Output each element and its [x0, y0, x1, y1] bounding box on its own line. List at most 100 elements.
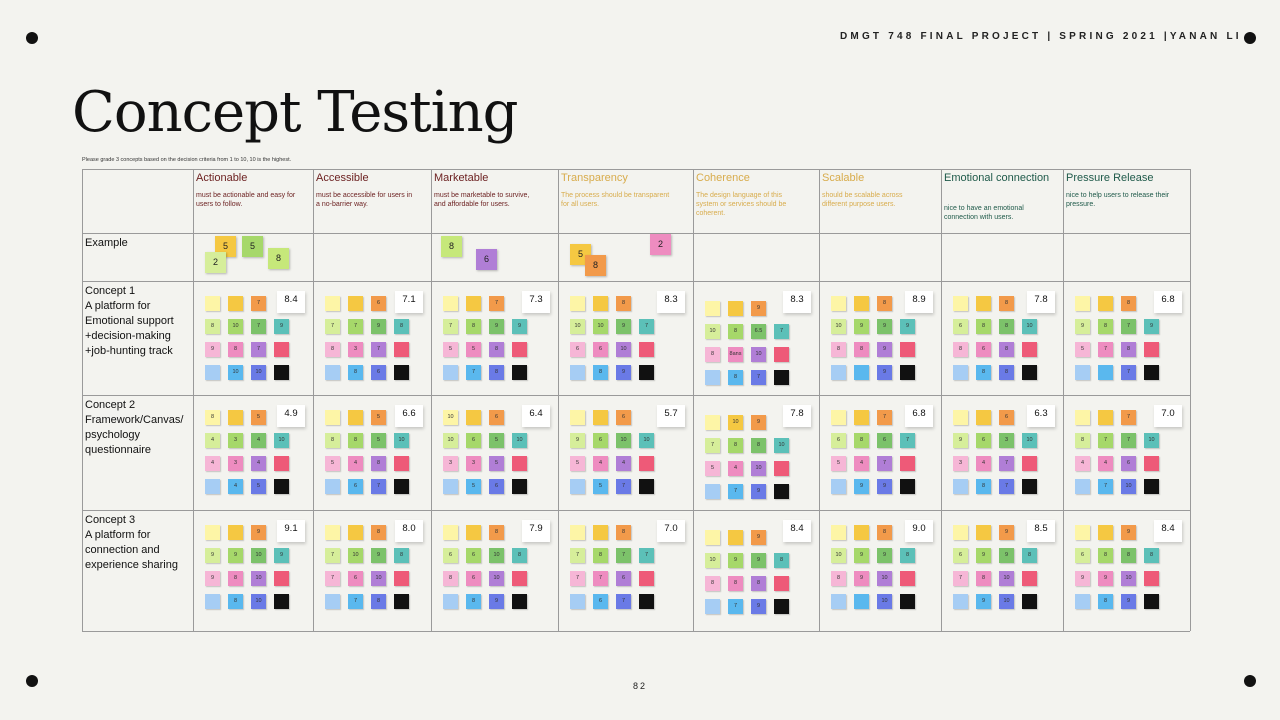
sticky-note: 6	[570, 342, 585, 357]
score-box: 6.6	[395, 405, 423, 427]
sticky-note	[570, 594, 585, 609]
example-sticky: 2	[205, 252, 226, 273]
sticky-note	[1075, 479, 1090, 494]
sticky-note: 10	[728, 415, 743, 430]
sticky-note	[1144, 456, 1159, 471]
sticky-note	[639, 571, 654, 586]
sticky-note: 6.5	[751, 324, 766, 339]
sticky-note: 9	[751, 415, 766, 430]
score-box: 6.8	[1154, 291, 1182, 313]
sticky-note	[831, 410, 846, 425]
criterion-name: Transparency	[561, 172, 628, 184]
sticky-note: 8	[953, 342, 968, 357]
sticky-note: 10	[228, 365, 243, 380]
sticky-note	[274, 365, 289, 380]
score-box: 8.3	[783, 291, 811, 313]
sticky-note: 8	[466, 319, 481, 334]
sticky-note: 9	[728, 553, 743, 568]
sticky-note: 3	[999, 433, 1014, 448]
row-label: Concept 3 A platform for connection and exp…	[85, 513, 178, 573]
sticky-note	[953, 479, 968, 494]
sticky-note	[325, 410, 340, 425]
sticky-note	[854, 525, 869, 540]
sticky-note: 5	[466, 342, 481, 357]
score-box: 8.3	[657, 291, 685, 313]
sticky-note: 10	[1121, 571, 1136, 586]
sticky-note: 8	[1022, 548, 1037, 563]
table-border	[82, 169, 83, 631]
sticky-note: 9	[489, 594, 504, 609]
sticky-note	[1022, 571, 1037, 586]
criterion-description: The process should be transparent for al…	[561, 192, 670, 208]
table-border	[693, 169, 694, 631]
sticky-note: 8	[999, 296, 1014, 311]
sticky-note: 7	[751, 370, 766, 385]
sticky-note: 8	[999, 365, 1014, 380]
sticky-note	[570, 410, 585, 425]
sticky-note: 8	[1098, 594, 1113, 609]
sticky-note	[1022, 365, 1037, 380]
sticky-note: 9	[854, 319, 869, 334]
row-label-line: Concept 3	[85, 514, 136, 526]
table-border	[1063, 169, 1064, 631]
sticky-note: 8	[371, 525, 386, 540]
score-box: 6.8	[905, 405, 933, 427]
sticky-note: 6	[371, 365, 386, 380]
sticky-note: 9	[1121, 594, 1136, 609]
sticky-note: 10	[489, 571, 504, 586]
sticky-note: 9	[1121, 525, 1136, 540]
sticky-note: 7	[774, 324, 789, 339]
table-border	[193, 169, 194, 631]
sticky-note: 7	[616, 548, 631, 563]
sticky-note: 9	[900, 319, 915, 334]
sticky-note	[1098, 365, 1113, 380]
sticky-note	[205, 365, 220, 380]
sticky-note: 6	[1075, 548, 1090, 563]
sticky-note	[854, 296, 869, 311]
row-label-line: A platform for	[85, 300, 151, 312]
sticky-note	[325, 525, 340, 540]
sticky-note: 9	[274, 319, 289, 334]
sticky-note: 9	[1144, 319, 1159, 334]
sticky-note	[512, 342, 527, 357]
sticky-note: 10	[394, 433, 409, 448]
sticky-note: 6	[593, 433, 608, 448]
sticky-note: 4	[854, 456, 869, 471]
sticky-note: 6	[466, 433, 481, 448]
criterion-name: Coherence	[696, 172, 750, 184]
sticky-note: 10	[616, 433, 631, 448]
sticky-note: 4	[251, 456, 266, 471]
sticky-note: 4	[616, 456, 631, 471]
row-label-line: Emotional support	[85, 315, 174, 327]
sticky-note	[205, 594, 220, 609]
criterion-description: must be accessible for users in a no-bar…	[316, 192, 413, 208]
sticky-note: 7	[877, 456, 892, 471]
row-label: Example	[85, 237, 128, 249]
sticky-note	[705, 301, 720, 316]
row-label-line: Concept 2	[85, 399, 136, 411]
sticky-note: 6	[443, 548, 458, 563]
sticky-note: 5	[251, 410, 266, 425]
sticky-note	[831, 365, 846, 380]
sticky-note: 5	[371, 433, 386, 448]
row-label-line: Concept 1	[85, 285, 136, 297]
sticky-note: 7	[489, 296, 504, 311]
sticky-note: 4	[228, 479, 243, 494]
sticky-note: 5	[489, 433, 504, 448]
sticky-note: 8	[593, 548, 608, 563]
sticky-note	[705, 484, 720, 499]
sticky-note	[443, 594, 458, 609]
sticky-note: 8	[512, 548, 527, 563]
sticky-note: 8	[831, 342, 846, 357]
sticky-note: 9	[205, 342, 220, 357]
sticky-note: 3	[228, 433, 243, 448]
sticky-note	[1075, 594, 1090, 609]
sticky-note: 9	[976, 548, 991, 563]
sticky-note: 6	[616, 571, 631, 586]
sticky-note	[639, 594, 654, 609]
sticky-note: 10	[371, 571, 386, 586]
sticky-note	[774, 576, 789, 591]
score-box: 5.7	[657, 405, 685, 427]
sticky-note	[228, 296, 243, 311]
sticky-note	[774, 484, 789, 499]
